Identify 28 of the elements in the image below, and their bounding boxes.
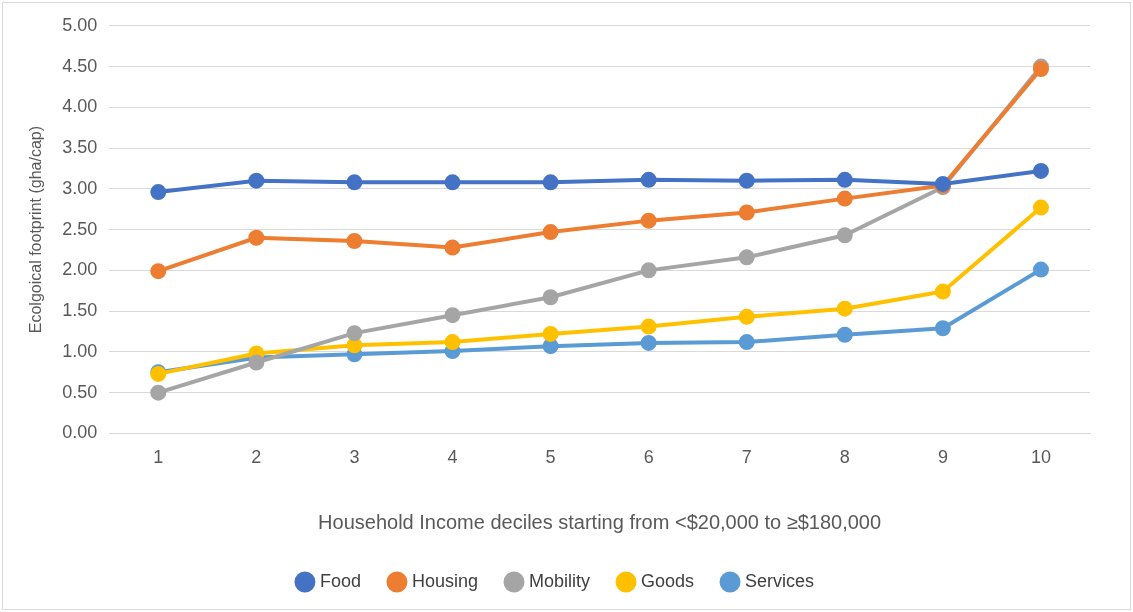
- x-tick-label: 9: [937, 447, 948, 468]
- x-tick-label: 2: [251, 447, 262, 468]
- y-tick-label: 3.00: [62, 177, 98, 198]
- y-tick-label: 1.50: [62, 300, 98, 321]
- legend-label: Housing: [411, 570, 479, 591]
- y-tick-label: 3.50: [62, 137, 98, 158]
- y-tick-label: 4.50: [62, 55, 98, 76]
- legend-label: Mobility: [529, 570, 591, 591]
- x-tick-label: 8: [839, 447, 850, 468]
- legend-label: Services: [745, 570, 815, 591]
- y-tick-label: 5.00: [62, 14, 98, 35]
- x-tick-label: 7: [741, 447, 752, 468]
- x-tick-label: 5: [545, 447, 556, 468]
- legend-label: Goods: [641, 570, 695, 591]
- x-tick-label: 3: [349, 447, 360, 468]
- y-tick-label: 2.50: [62, 218, 98, 239]
- x-tick-label: 10: [1030, 447, 1051, 468]
- y-tick-label: 0.00: [62, 422, 98, 443]
- x-axis-title: Household Income deciles starting from <$20,000 to ≥$180,000: [318, 510, 882, 533]
- legend-label: Food: [319, 570, 361, 591]
- y-axis-title: Ecolgoical footprint (gha/cap): [27, 125, 45, 334]
- x-tick-label: 6: [643, 447, 654, 468]
- x-tick-label: 1: [153, 447, 164, 468]
- y-tick-label: 0.50: [62, 381, 98, 402]
- y-tick-label: 1.00: [62, 340, 98, 361]
- x-tick-label: 4: [447, 447, 458, 468]
- y-tick-label: 2.00: [62, 259, 98, 280]
- y-tick-label: 4.00: [62, 96, 98, 117]
